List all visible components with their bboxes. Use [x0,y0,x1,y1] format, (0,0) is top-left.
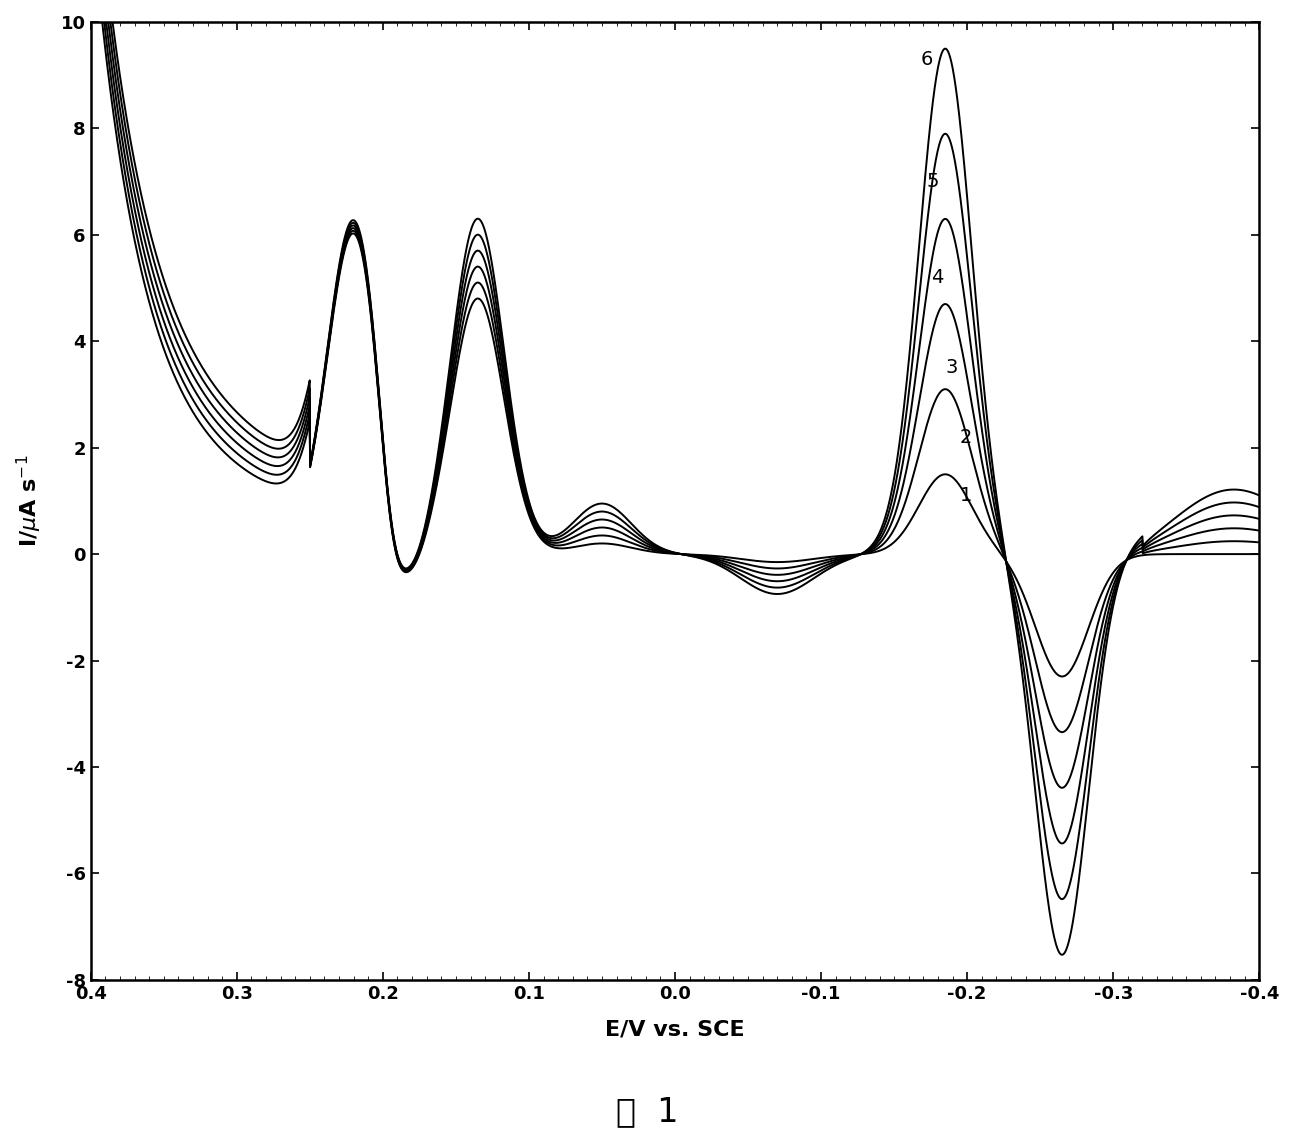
Y-axis label: I/$\mu$A s$^{-1}$: I/$\mu$A s$^{-1}$ [16,455,44,547]
X-axis label: E/V vs. SCE: E/V vs. SCE [606,1019,745,1039]
Text: 4: 4 [930,268,943,286]
Text: 1: 1 [960,486,972,505]
Text: 5: 5 [927,172,938,191]
Text: 2: 2 [960,427,972,447]
Text: 6: 6 [920,49,933,69]
Text: 3: 3 [945,359,958,377]
Text: 图  1: 图 1 [616,1096,678,1128]
